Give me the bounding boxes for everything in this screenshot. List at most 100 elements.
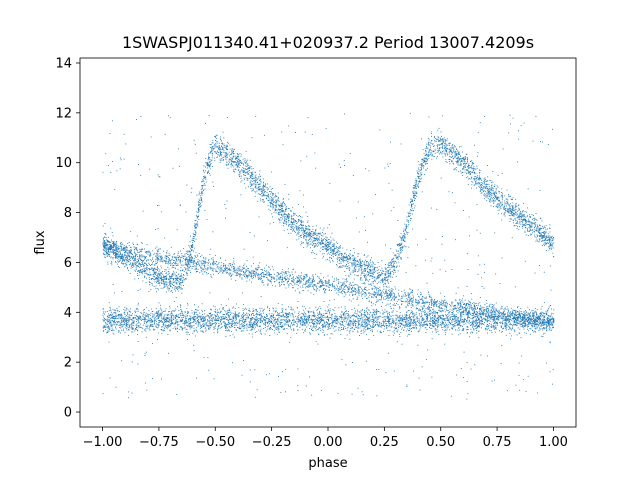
- data-point: [306, 229, 308, 230]
- data-point: [402, 239, 404, 241]
- data-point: [268, 319, 270, 321]
- data-point: [229, 155, 231, 157]
- data-point: [185, 269, 187, 271]
- data-point: [549, 236, 551, 238]
- data-point: [150, 264, 152, 266]
- data-point: [432, 150, 434, 152]
- data-point: [483, 194, 485, 196]
- data-point: [219, 148, 221, 150]
- data-point: [400, 258, 402, 260]
- data-point: [241, 331, 243, 332]
- data-point: [387, 272, 389, 274]
- data-point: [194, 312, 196, 313]
- data-point: [518, 208, 520, 210]
- data-point: [354, 260, 356, 262]
- data-point: [385, 271, 387, 273]
- data-point: [392, 258, 394, 260]
- data-point: [317, 233, 319, 235]
- data-point: [516, 322, 518, 324]
- data-point: [366, 264, 368, 266]
- data-point: [479, 175, 480, 177]
- data-point: [303, 225, 304, 226]
- data-point: [150, 281, 152, 283]
- data-point: [276, 200, 278, 202]
- data-point: [108, 248, 109, 250]
- data-point: [174, 280, 176, 282]
- data-point: [221, 159, 223, 161]
- data-point: [453, 163, 455, 165]
- data-point: [138, 278, 139, 279]
- data-point: [246, 173, 248, 175]
- data-point: [516, 222, 517, 224]
- data-point: [516, 217, 518, 219]
- data-point: [202, 314, 203, 315]
- data-point: [253, 182, 255, 184]
- data-point: [288, 208, 290, 210]
- data-point: [540, 314, 542, 316]
- data-point: [369, 269, 371, 271]
- data-point: [458, 154, 459, 156]
- data-point: [422, 159, 424, 160]
- data-point: [406, 335, 408, 337]
- data-point: [476, 187, 477, 189]
- data-point: [417, 176, 419, 178]
- data-point: [430, 145, 431, 147]
- data-point: [458, 171, 460, 173]
- data-point: [332, 259, 333, 261]
- data-point: [326, 238, 328, 240]
- data-point: [440, 139, 442, 141]
- data-point: [293, 218, 294, 220]
- data-point: [129, 327, 131, 329]
- data-point: [169, 278, 171, 279]
- data-point: [337, 251, 338, 253]
- data-point: [511, 218, 512, 220]
- data-point: [178, 273, 180, 275]
- data-point: [412, 191, 414, 193]
- data-point: [237, 165, 239, 167]
- data-point: [135, 254, 137, 256]
- data-point: [458, 151, 460, 153]
- data-point: [397, 270, 399, 272]
- data-point: [205, 181, 207, 183]
- data-point: [273, 205, 275, 207]
- data-point: [371, 266, 373, 268]
- data-point: [279, 208, 281, 210]
- data-point: [290, 232, 292, 234]
- data-point: [314, 238, 316, 239]
- data-point: [246, 166, 248, 168]
- data-point: [165, 274, 167, 276]
- data-point: [348, 256, 350, 257]
- data-point: [266, 192, 268, 193]
- data-point: [366, 278, 368, 280]
- data-point: [171, 273, 173, 275]
- data-point: [338, 254, 340, 256]
- data-point: [419, 178, 420, 180]
- data-point: [434, 148, 436, 150]
- data-point: [185, 319, 187, 321]
- data-point: [298, 219, 299, 220]
- data-point: [233, 152, 235, 154]
- data-point: [219, 147, 220, 149]
- data-point: [359, 264, 361, 266]
- data-point: [274, 209, 276, 211]
- data-point: [374, 269, 375, 270]
- data-point: [528, 227, 530, 228]
- data-point: [542, 235, 544, 237]
- data-point: [191, 250, 192, 252]
- data-point: [245, 165, 247, 167]
- data-point: [354, 262, 356, 264]
- data-point: [491, 190, 493, 192]
- data-point: [467, 319, 469, 321]
- data-point: [287, 215, 288, 217]
- data-point: [103, 311, 105, 313]
- data-point: [300, 237, 302, 238]
- data-point: [491, 187, 493, 189]
- data-point: [392, 265, 394, 267]
- data-point: [297, 227, 299, 229]
- data-point: [510, 210, 512, 212]
- data-point: [403, 228, 405, 230]
- data-point: [393, 263, 394, 265]
- data-point: [445, 149, 447, 151]
- data-point: [241, 330, 243, 331]
- data-point: [420, 164, 422, 166]
